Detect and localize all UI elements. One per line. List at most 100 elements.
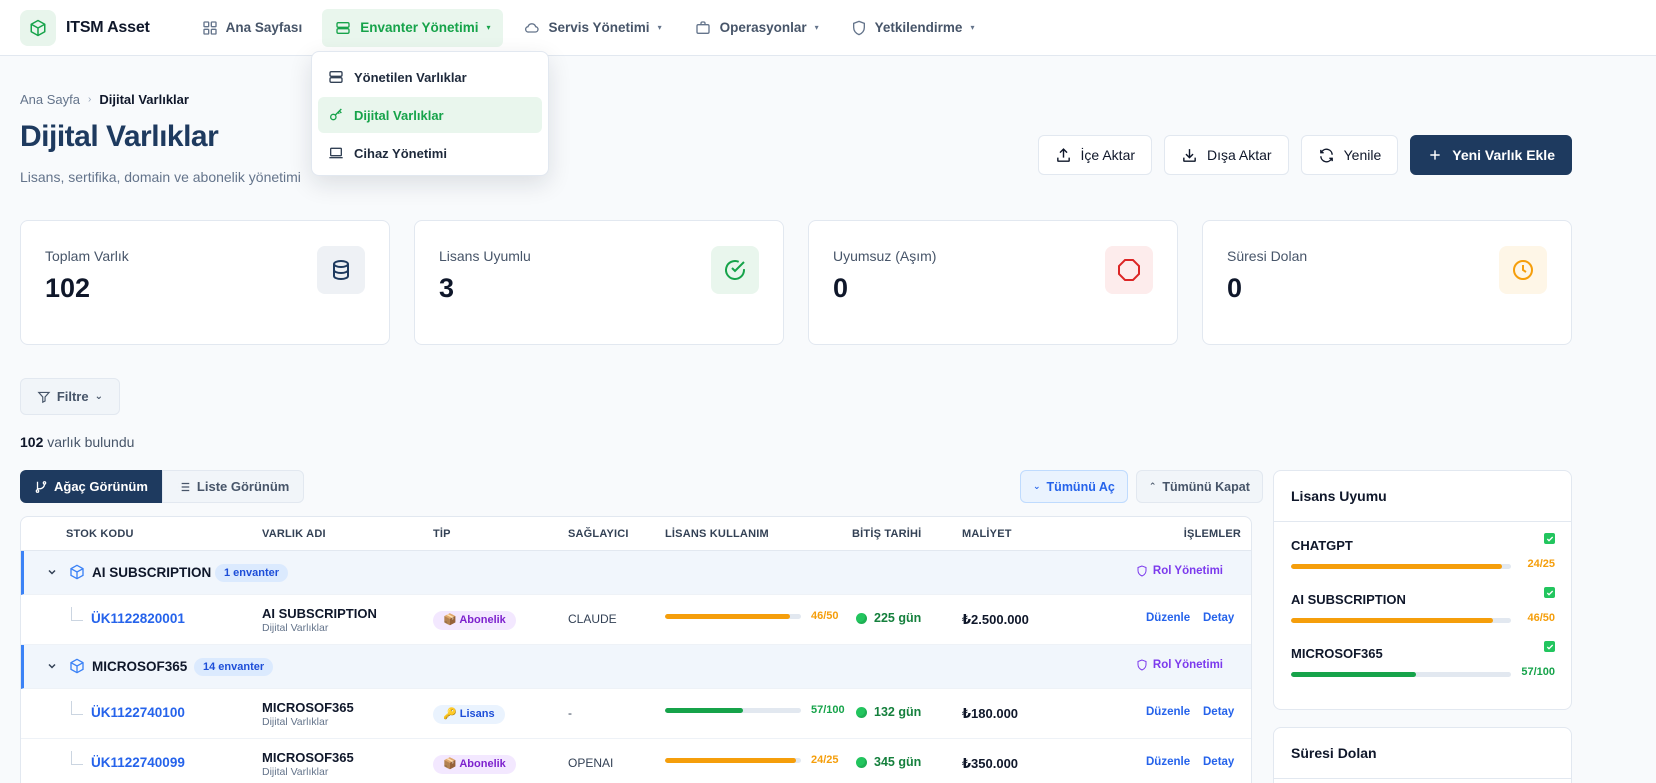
license-usage-text: 57/100 <box>811 704 845 716</box>
brand[interactable]: ITSM Asset <box>20 9 150 46</box>
table-row[interactable]: ÜK1122740100 MICROSOF365 Dijital Varlıkl… <box>21 689 1251 739</box>
role-management-label: Rol Yönetimi <box>1152 659 1223 671</box>
stat-card-noncompliant: Uyumsuz (Aşım) 0 <box>808 220 1178 345</box>
filter-icon <box>37 391 51 403</box>
nav-home-label: Ana Sayfası <box>225 20 303 35</box>
chevrons-down-icon: ⌄ <box>1033 481 1041 491</box>
edit-link[interactable]: Düzenle <box>1146 612 1191 624</box>
key-icon <box>330 108 342 121</box>
nav-inventory[interactable]: Envanter Yönetimi ▾ <box>322 8 503 47</box>
provider: - <box>568 706 572 720</box>
days-label: 132 gün <box>874 705 922 719</box>
detail-link[interactable]: Detay <box>1203 706 1235 718</box>
tree-connector <box>71 701 83 715</box>
asset-name: MICROSOF365 <box>262 700 354 715</box>
menu-item-device-management[interactable]: Cihaz Yönetimi <box>318 135 542 171</box>
server-icon <box>329 71 343 83</box>
collapse-all-button[interactable]: ⌃ Tümünü Kapat <box>1135 470 1263 503</box>
nav-authorization[interactable]: Yetkilendirme ▾ <box>839 9 987 47</box>
edit-link[interactable]: Düzenle <box>1146 706 1191 718</box>
license-usage-bar <box>665 614 801 619</box>
status-dot-icon <box>856 706 867 718</box>
list-view-button[interactable]: Liste Görünüm <box>161 470 305 503</box>
status-dot-icon <box>856 756 867 768</box>
group-name: MICROSOF365 <box>92 659 188 674</box>
export-button[interactable]: Dışa Aktar <box>1164 135 1289 175</box>
add-asset-button[interactable]: Yeni Varlık Ekle <box>1410 135 1572 175</box>
stat-value: 0 <box>1227 273 1243 303</box>
plus-icon <box>1430 150 1440 160</box>
status-dot-icon <box>856 612 867 624</box>
detail-link[interactable]: Detay <box>1203 612 1235 624</box>
stock-code-link[interactable]: ÜK1122740099 <box>91 755 185 770</box>
add-asset-label: Yeni Varlık Ekle <box>1452 147 1555 163</box>
license-usage-fill <box>665 708 743 713</box>
table-row[interactable]: ÜK1122820001 AI SUBSCRIPTION Dijital Var… <box>21 595 1251 645</box>
stock-code-link[interactable]: ÜK1122820001 <box>91 611 185 626</box>
license-usage-bar <box>665 708 801 713</box>
stat-label: Uyumsuz (Aşım) <box>833 248 937 264</box>
detail-link[interactable]: Detay <box>1203 756 1235 768</box>
edit-link[interactable]: Düzenle <box>1146 756 1191 768</box>
list-view-label: Liste Görünüm <box>196 479 290 494</box>
database-icon <box>317 246 365 294</box>
git-branch-icon <box>35 480 47 493</box>
filter-label: Filtre <box>56 389 89 404</box>
octagon-icon <box>1105 246 1153 294</box>
type-badge: 📦 Abonelik <box>433 755 516 774</box>
nav-operations[interactable]: Operasyonlar ▾ <box>682 9 831 47</box>
group-row[interactable]: MICROSOF365 14 envanter Rol Yönetimi <box>21 645 1251 689</box>
license-usage-bar <box>665 758 801 763</box>
inventory-dropdown-menu: Yönetilen Varlıklar Dijital Varlıklar Ci… <box>311 51 549 176</box>
chevron-right-icon: › <box>88 94 92 105</box>
cloud-icon <box>524 22 539 33</box>
chevron-down-icon[interactable] <box>46 566 58 578</box>
compliance-bar <box>1291 564 1511 569</box>
group-name: AI SUBSCRIPTION <box>92 565 212 580</box>
caret-down-icon: ▾ <box>970 23 975 32</box>
tree-view-button[interactable]: Ağaç Görünüm <box>20 470 162 503</box>
license-usage-text: 46/50 <box>811 610 839 622</box>
main-nav: Ana Sayfası Envanter Yönetimi ▾ Servis Y… <box>190 8 995 47</box>
column-header: MALİYET <box>962 528 1012 540</box>
menu-item-digital-assets[interactable]: Dijital Varlıklar <box>318 97 542 133</box>
license-usage-fill <box>665 614 791 619</box>
expand-all-label: Tümünü Aç <box>1046 479 1115 494</box>
grid-icon <box>202 20 217 35</box>
check-circle-icon <box>711 246 759 294</box>
expand-all-button[interactable]: ⌄ Tümünü Aç <box>1020 470 1128 503</box>
nav-home[interactable]: Ana Sayfası <box>190 9 315 47</box>
menu-item-managed-assets[interactable]: Yönetilen Varlıklar <box>318 59 542 95</box>
column-header: LİSANS KULLANIM <box>665 528 769 540</box>
column-header: SAĞLAYICI <box>568 528 629 540</box>
license-compliance-panel: Lisans Uyumu CHATGPT 24/25 AI SUBSCRIPTI… <box>1273 470 1572 710</box>
upload-icon <box>1056 147 1070 162</box>
import-label: İçe Aktar <box>1080 147 1136 163</box>
chevron-down-icon[interactable] <box>46 660 58 672</box>
breadcrumb-home[interactable]: Ana Sayfa <box>20 92 80 107</box>
provider: CLAUDE <box>568 612 617 626</box>
table-row[interactable]: ÜK1122740099 MICROSOF365 Dijital Varlıkl… <box>21 739 1251 783</box>
asset-category: Dijital Varlıklar <box>262 766 329 778</box>
nav-service[interactable]: Servis Yönetimi ▾ <box>511 9 674 47</box>
panel-title: Süresi Dolan <box>1291 745 1377 761</box>
filter-button[interactable]: Filtre ⌄ <box>20 378 120 415</box>
server-icon <box>336 21 350 34</box>
stat-label: Lisans Uyumlu <box>439 248 531 264</box>
group-row[interactable]: AI SUBSCRIPTION 1 envanter Rol Yönetimi <box>21 551 1251 595</box>
menu-item-label: Dijital Varlıklar <box>354 107 444 123</box>
asset-category: Dijital Varlıklar <box>262 622 329 634</box>
role-management-link[interactable]: Rol Yönetimi <box>1136 659 1223 671</box>
stock-code-link[interactable]: ÜK1122740100 <box>91 705 185 720</box>
role-management-link[interactable]: Rol Yönetimi <box>1136 565 1223 577</box>
divider <box>1274 521 1571 522</box>
compliance-fill <box>1291 564 1503 569</box>
column-header: STOK KODU <box>66 528 134 540</box>
column-header: İŞLEMLER <box>1183 528 1241 540</box>
import-button[interactable]: İçe Aktar <box>1037 135 1153 175</box>
refresh-button[interactable]: Yenile <box>1300 135 1399 175</box>
result-count-number: 102 <box>20 434 44 450</box>
chevron-down-icon: ⌄ <box>94 391 103 402</box>
tree-connector <box>71 751 83 765</box>
refresh-icon <box>1319 148 1333 162</box>
